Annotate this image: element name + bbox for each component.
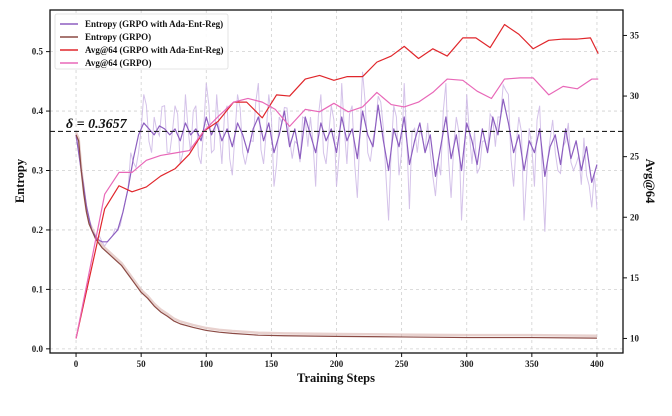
- x-tick-label: 0: [74, 359, 79, 369]
- x-tick-label: 350: [525, 359, 539, 369]
- right-tick-label: 10: [630, 333, 640, 343]
- left-axis-ticks: 0.0 0.1 0.2 0.3 0.4 0.5: [32, 47, 50, 354]
- series-lines: [75, 23, 599, 339]
- left-axis-label: Entropy: [13, 158, 27, 203]
- right-axis-ticks: 10 15 20 25 30 35: [623, 30, 640, 343]
- threshold-label: δ = 0.3657: [66, 117, 128, 132]
- left-tick-label: 0.0: [32, 344, 44, 354]
- legend-box: [54, 13, 229, 70]
- legend-entry: Avg@64 (GRPO with Ada-Ent-Reg): [85, 45, 223, 55]
- x-axis-ticks: 0 50 100 150 200 250 300 350 400: [74, 353, 604, 369]
- left-tick-label: 0.4: [32, 106, 44, 116]
- x-tick-label: 150: [265, 359, 279, 369]
- right-axis-label: Avg@64: [643, 159, 657, 204]
- series-line-entropy-grpo-with-ada-ent-reg: [75, 98, 598, 243]
- left-tick-label: 0.3: [32, 166, 44, 176]
- x-tick-label: 50: [137, 359, 147, 369]
- legend-entry: Entropy (GRPO with Ada-Ent-Reg): [85, 19, 223, 29]
- x-tick-label: 100: [200, 359, 214, 369]
- right-tick-label: 15: [630, 273, 640, 283]
- series-line-avg-64-grpo-with-ada-ent-reg: [75, 23, 599, 339]
- right-tick-label: 25: [630, 152, 640, 162]
- left-tick-label: 0.1: [32, 284, 44, 294]
- x-tick-label: 400: [590, 359, 604, 369]
- right-tick-label: 30: [630, 91, 640, 101]
- series-line-entropy-grpo: [75, 134, 597, 339]
- left-tick-label: 0.5: [32, 47, 44, 57]
- x-tick-label: 300: [460, 359, 474, 369]
- legend-entry: Avg@64 (GRPO): [85, 58, 151, 68]
- series-line-avg-64-grpo: [75, 77, 599, 339]
- x-axis-label: Training Steps: [297, 371, 375, 385]
- right-tick-label: 20: [630, 212, 640, 222]
- legend: Entropy (GRPO with Ada-Ent-Reg) Entropy (…: [54, 13, 229, 70]
- x-tick-label: 250: [395, 359, 409, 369]
- entropy-ada-raw-trace: [75, 71, 598, 247]
- x-tick-label: 200: [330, 359, 344, 369]
- left-tick-label: 0.2: [32, 225, 44, 235]
- right-tick-label: 35: [630, 30, 640, 40]
- legend-entry: Entropy (GRPO): [85, 32, 151, 42]
